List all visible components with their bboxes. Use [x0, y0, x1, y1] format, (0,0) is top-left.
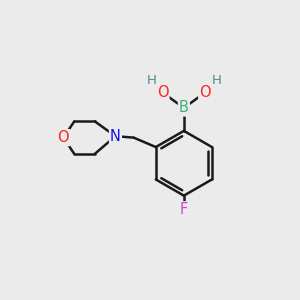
Text: F: F: [180, 202, 188, 217]
Text: N: N: [110, 129, 121, 144]
Text: O: O: [58, 130, 69, 145]
Text: O: O: [199, 85, 211, 100]
Text: O: O: [157, 85, 169, 100]
Text: B: B: [179, 100, 189, 116]
Text: H: H: [211, 74, 221, 87]
Text: H: H: [146, 74, 156, 87]
